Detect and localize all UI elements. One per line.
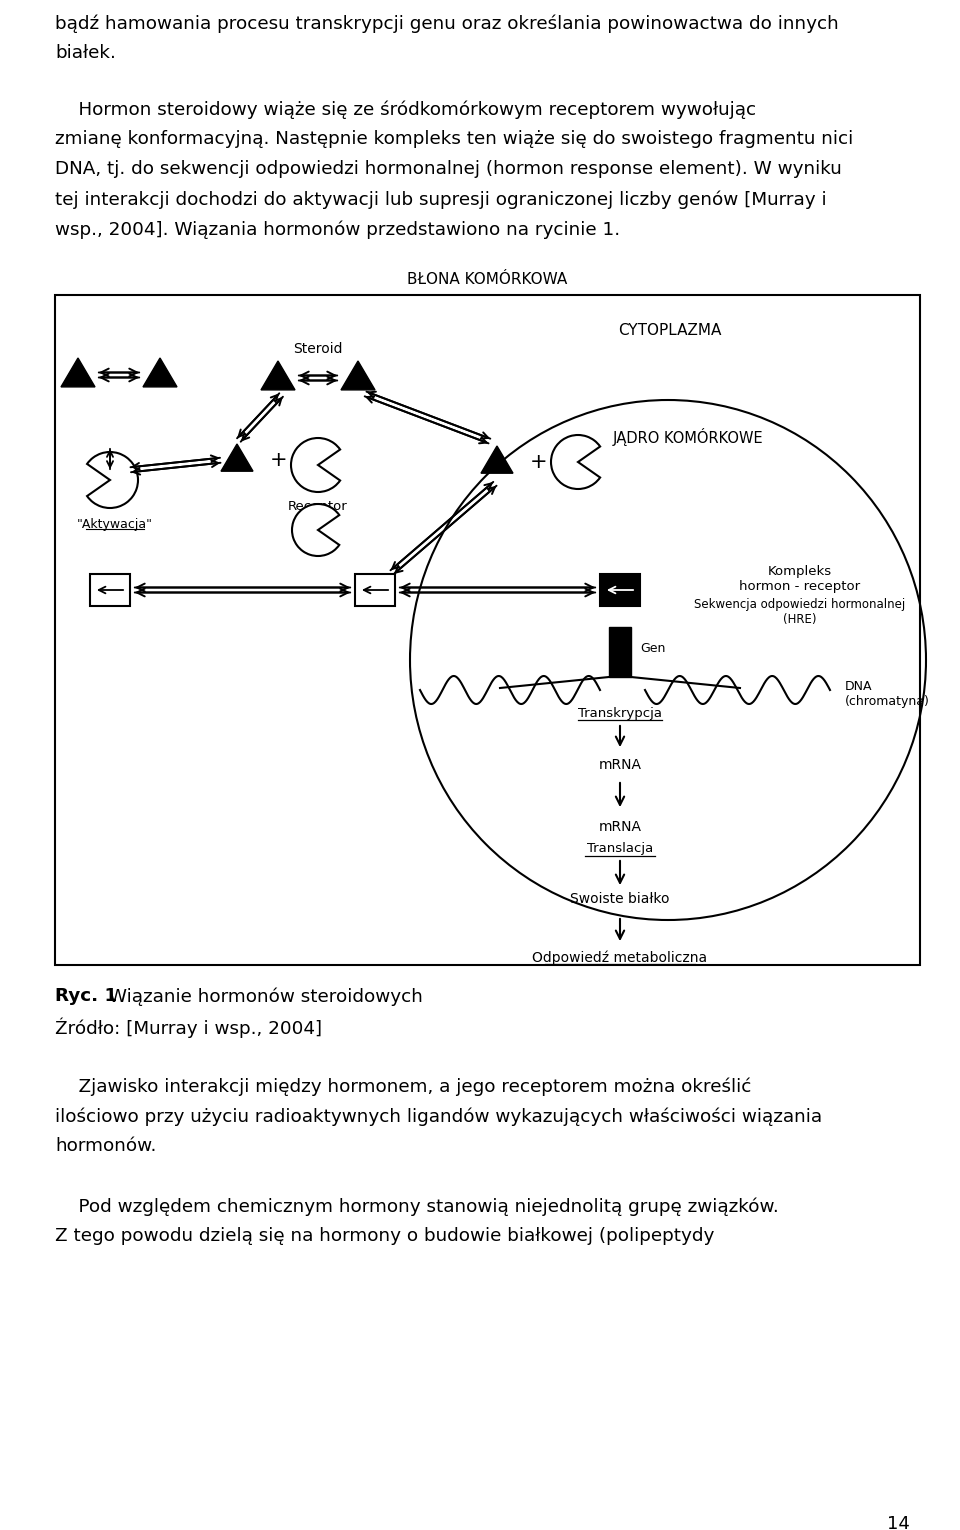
Text: białek.: białek. [55, 44, 116, 63]
Text: Steroid: Steroid [293, 343, 343, 356]
Text: Ryc. 1: Ryc. 1 [55, 987, 117, 1005]
Text: Hormon steroidowy wiąże się ze śródkomórkowym receptorem wywołując: Hormon steroidowy wiąże się ze śródkomór… [55, 99, 756, 118]
Text: Translacja: Translacja [587, 842, 653, 855]
Polygon shape [481, 447, 513, 473]
Text: wsp., 2004]. Wiązania hormonów przedstawiono na rycinie 1.: wsp., 2004]. Wiązania hormonów przedstaw… [55, 220, 620, 239]
Wedge shape [87, 451, 138, 508]
Text: "Aktywacja": "Aktywacja" [77, 519, 153, 531]
Text: hormonów.: hormonów. [55, 1137, 156, 1155]
Text: bądź hamowania procesu transkrypcji genu oraz określania powinowactwa do innych: bądź hamowania procesu transkrypcji genu… [55, 14, 839, 32]
Wedge shape [292, 503, 339, 555]
Wedge shape [551, 435, 600, 490]
Text: 14: 14 [887, 1515, 910, 1530]
Text: +: + [530, 451, 548, 471]
Bar [355, 574, 395, 606]
Text: Kompleks
hormon - receptor: Kompleks hormon - receptor [739, 565, 860, 594]
Text: JĄDRO KOMÓRKOWE: JĄDRO KOMÓRKOWE [612, 428, 763, 447]
Text: Odpowiedź metaboliczna: Odpowiedź metaboliczna [533, 950, 708, 964]
Polygon shape [341, 361, 375, 390]
Text: Z tego powodu dzielą się na hormony o budowie białkowej (polipeptydy: Z tego powodu dzielą się na hormony o bu… [55, 1227, 714, 1245]
Text: ilościowo przy użyciu radioaktywnych ligandów wykazujących właściwości wiązania: ilościowo przy użyciu radioaktywnych lig… [55, 1108, 822, 1126]
Text: DNA, tj. do sekwencji odpowiedzi hormonalnej (hormon response element). W wyniku: DNA, tj. do sekwencji odpowiedzi hormona… [55, 161, 842, 177]
Text: BŁONA KOMÓRKOWA: BŁONA KOMÓRKOWA [407, 272, 567, 288]
Bar [600, 574, 640, 606]
Text: Swoiste białko: Swoiste białko [570, 892, 670, 906]
Wedge shape [291, 438, 340, 493]
Polygon shape [143, 358, 177, 387]
Text: Wiązanie hormonów steroidowych: Wiązanie hormonów steroidowych [103, 987, 422, 1005]
Polygon shape [261, 361, 295, 390]
Text: tej interakcji dochodzi do aktywacji lub supresji ograniczonej liczby genów [Mur: tej interakcji dochodzi do aktywacji lub… [55, 190, 827, 208]
Text: Pod względem chemicznym hormony stanowią niejednolitą grupę związków.: Pod względem chemicznym hormony stanowią… [55, 1196, 779, 1215]
Text: Zjawisko interakcji między hormonem, a jego receptorem można określić: Zjawisko interakcji między hormonem, a j… [55, 1077, 752, 1095]
Text: mRNA: mRNA [598, 820, 641, 834]
Text: Receptor: Receptor [288, 500, 348, 513]
Polygon shape [61, 358, 95, 387]
Text: Sekwencja odpowiedzi hormonalnej
(HRE): Sekwencja odpowiedzi hormonalnej (HRE) [694, 598, 905, 626]
Text: DNA
(chromatyna): DNA (chromatyna) [845, 679, 930, 708]
Text: mRNA: mRNA [598, 757, 641, 773]
Bar [609, 627, 631, 676]
Bar [90, 574, 130, 606]
Text: Transkrypcja: Transkrypcja [578, 707, 662, 721]
Polygon shape [221, 444, 253, 471]
Text: CYTOPLAZMA: CYTOPLAZMA [618, 323, 722, 338]
Text: zmianę konformacyjną. Następnie kompleks ten wiąże się do swoistego fragmentu ni: zmianę konformacyjną. Następnie kompleks… [55, 130, 853, 148]
Text: Gen: Gen [640, 643, 665, 655]
Text: +: + [270, 450, 288, 470]
Text: Źródło: [Murray i wsp., 2004]: Źródło: [Murray i wsp., 2004] [55, 1017, 323, 1037]
Bar [55, 295, 920, 965]
